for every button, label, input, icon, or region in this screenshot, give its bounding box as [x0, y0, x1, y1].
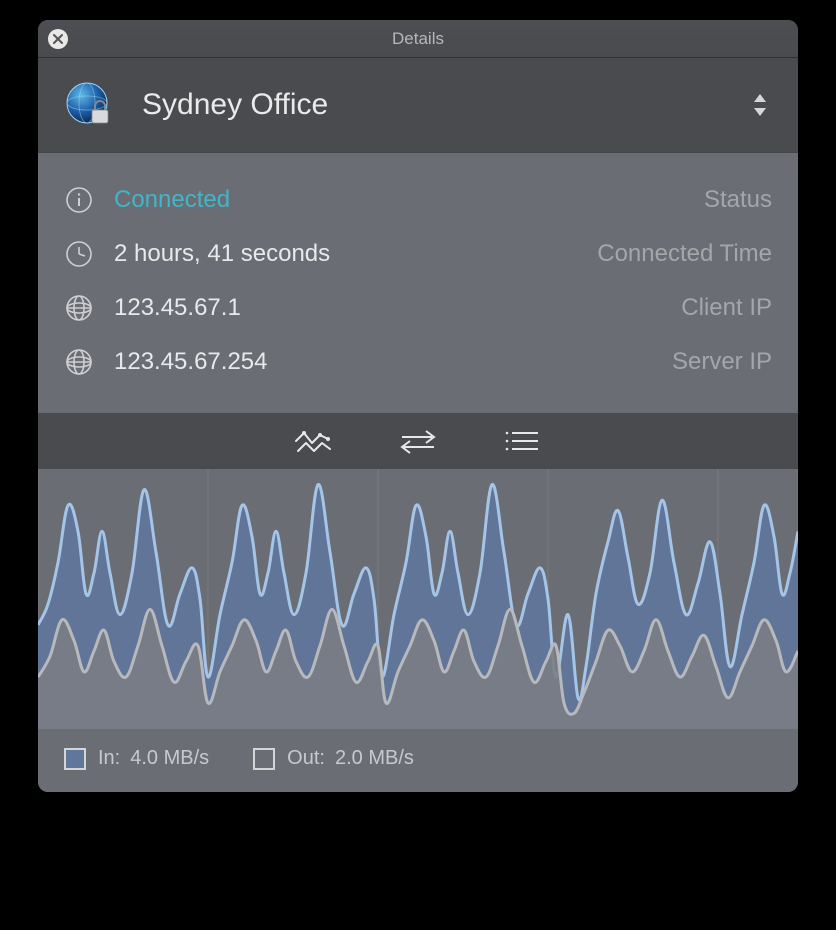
row-serverip: 123.45.67.254 Server IP: [64, 335, 772, 389]
clientip-label: Client IP: [681, 294, 772, 322]
view-tabs: [38, 413, 798, 469]
row-clientip: 123.45.67.1 Client IP: [64, 281, 772, 335]
time-label: Connected Time: [597, 240, 772, 268]
info-icon: [64, 185, 94, 215]
tab-log[interactable]: [500, 423, 544, 459]
status-label: Status: [704, 186, 772, 214]
clock-icon: [64, 239, 94, 269]
connection-name: Sydney Office: [142, 88, 752, 122]
legend-in-label: In:: [98, 747, 120, 770]
chevron-down-icon: [752, 107, 768, 117]
details-window: Details Sydney Office: [38, 20, 798, 792]
swatch-out: [253, 748, 275, 770]
close-icon: [52, 33, 64, 45]
globe-icon: [64, 293, 94, 323]
connection-header: Sydney Office: [38, 58, 798, 153]
titlebar: Details: [38, 20, 798, 58]
transfer-icon: [398, 427, 438, 455]
vpn-globe-icon: [64, 80, 114, 130]
serverip-value: 123.45.67.254: [114, 348, 672, 376]
window-title: Details: [38, 29, 798, 49]
legend-in: In: 4.0 MB/s: [64, 747, 209, 770]
globe-icon: [64, 347, 94, 377]
legend-out-value: 2.0 MB/s: [335, 747, 414, 770]
legend-out: Out: 2.0 MB/s: [253, 747, 414, 770]
close-button[interactable]: [48, 29, 68, 49]
tab-graph[interactable]: [292, 423, 336, 459]
list-icon: [502, 427, 542, 455]
time-value: 2 hours, 41 seconds: [114, 240, 597, 268]
chevron-up-icon: [752, 93, 768, 103]
legend-out-label: Out:: [287, 747, 325, 770]
legend: In: 4.0 MB/s Out: 2.0 MB/s: [38, 729, 798, 792]
legend-in-value: 4.0 MB/s: [130, 747, 209, 770]
chart-area: [38, 469, 798, 729]
swatch-in: [64, 748, 86, 770]
status-value: Connected: [114, 186, 704, 214]
clientip-value: 123.45.67.1: [114, 294, 681, 322]
tab-transfer[interactable]: [396, 423, 440, 459]
row-time: 2 hours, 41 seconds Connected Time: [64, 227, 772, 281]
connection-stepper[interactable]: [752, 88, 772, 122]
graph-icon: [294, 427, 334, 455]
traffic-chart: [38, 469, 798, 729]
serverip-label: Server IP: [672, 348, 772, 376]
info-panel: Connected Status 2 hours, 41 seconds Con…: [38, 153, 798, 413]
row-status: Connected Status: [64, 173, 772, 227]
